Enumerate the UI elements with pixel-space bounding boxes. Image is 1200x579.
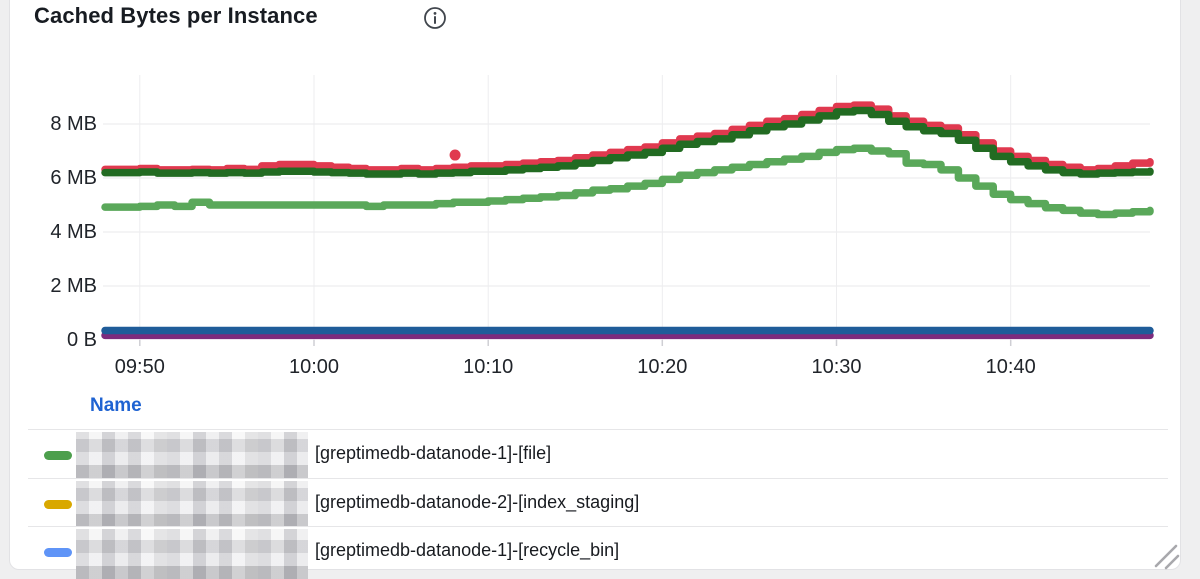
x-tick-label: 10:40 <box>985 356 1036 378</box>
legend-row-divider <box>28 477 1168 479</box>
series-red <box>101 101 1154 174</box>
legend-series-name: [greptimedb-datanode-1]-[file] <box>315 443 552 463</box>
legend-row-divider <box>28 429 1168 430</box>
y-tick-label: 4 MB <box>50 221 97 243</box>
redacted-pixelated-label <box>76 432 308 478</box>
series-color-swatch <box>44 499 72 509</box>
info-icon[interactable] <box>423 6 447 30</box>
series-light-green <box>101 144 1154 219</box>
y-tick-label: 8 MB <box>50 113 97 135</box>
redacted-pixelated-label <box>76 529 308 579</box>
legend-row[interactable]: [greptimedb-datanode-2]-[index_staging] <box>28 479 1168 527</box>
legend-row[interactable]: [greptimedb-datanode-1]-[recycle_bin] <box>28 527 1168 579</box>
x-tick-label: 10:00 <box>288 356 340 378</box>
y-tick-label: 6 MB <box>50 167 97 189</box>
x-tick-label: 09:50 <box>114 356 165 378</box>
x-tick-label: 10:30 <box>811 356 862 378</box>
legend-series-name: [greptimedb-datanode-1]-[recycle_bin] <box>315 540 620 560</box>
panel-title: Cached Bytes per Instance <box>34 3 318 28</box>
legend-series-name: [greptimedb-datanode-2]-[index_staging] <box>315 491 640 512</box>
series-color-swatch <box>44 451 72 460</box>
series-dark-green <box>101 106 1154 178</box>
series-color-swatch <box>44 548 72 557</box>
y-tick-label: 0 B <box>66 329 97 351</box>
legend-name-header[interactable]: Name <box>90 395 142 416</box>
x-tick-label: 10:10 <box>463 356 514 378</box>
legend-row-divider <box>28 526 1168 527</box>
outlier-point <box>449 149 461 161</box>
x-tick-label: 10:20 <box>637 356 688 378</box>
y-tick-label: 2 MB <box>50 275 97 297</box>
legend-row[interactable]: [greptimedb-datanode-1]-[file] <box>28 430 1168 478</box>
resize-handle-icon[interactable] <box>1149 539 1181 571</box>
redacted-pixelated-label <box>76 480 308 527</box>
